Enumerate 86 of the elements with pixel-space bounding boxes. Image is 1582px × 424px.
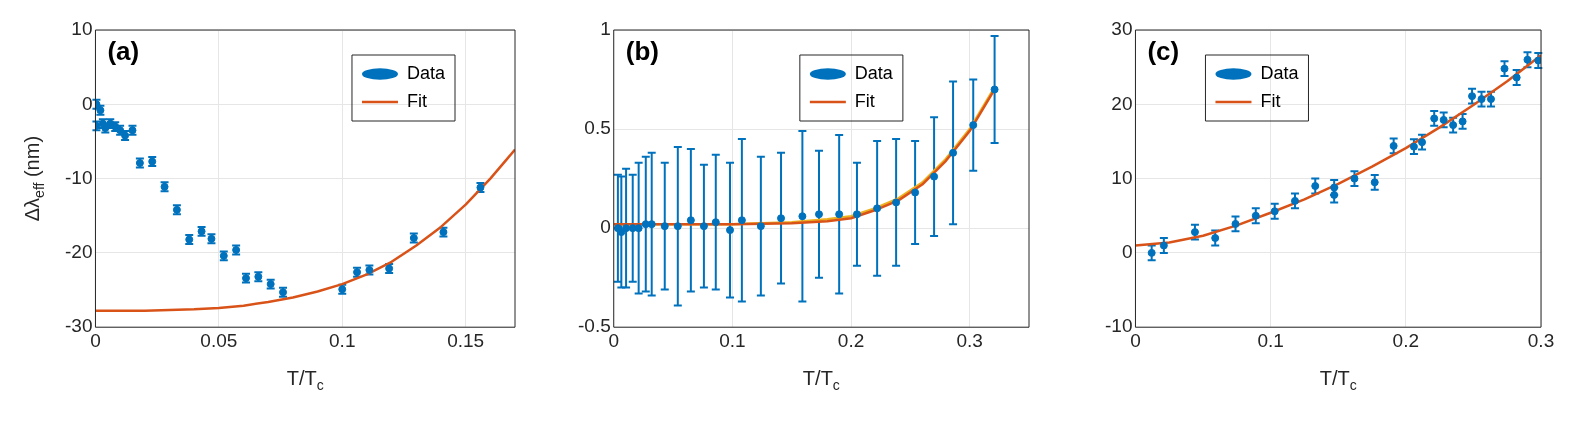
point [892, 198, 901, 207]
y-tick-label: 20 [1111, 92, 1133, 114]
annotation: (b) [625, 36, 659, 67]
point [1311, 182, 1320, 191]
y-tick-label: 1 [600, 18, 611, 40]
point [1534, 56, 1541, 65]
point [1251, 211, 1260, 220]
y-tick-label: -20 [64, 241, 93, 263]
y-tick-label: 10 [71, 18, 93, 40]
x-tick-label: 0.2 [837, 329, 865, 351]
point [1449, 121, 1458, 130]
legend-label: Data [406, 62, 446, 83]
point [1159, 241, 1168, 250]
point [911, 188, 920, 197]
point [835, 210, 844, 219]
point [673, 222, 682, 231]
point [1523, 55, 1532, 64]
point [1468, 92, 1477, 101]
point [969, 121, 978, 130]
legend-label: Data [1260, 62, 1300, 83]
point [1370, 178, 1379, 187]
point [726, 226, 735, 235]
legend-label: Fit [854, 90, 875, 111]
y-tick-label: 30 [1111, 18, 1133, 40]
point [852, 210, 861, 219]
point [634, 224, 643, 233]
x-tick-label: 0.3 [1527, 329, 1555, 351]
point [1500, 64, 1509, 73]
point [930, 172, 939, 181]
point [617, 228, 626, 237]
point [1430, 114, 1439, 123]
x-tick-label: 0.1 [1257, 329, 1284, 351]
point [1330, 190, 1339, 199]
point [737, 216, 746, 225]
point [1458, 117, 1467, 126]
point [699, 222, 708, 231]
x-tick-label: 0.15 [447, 329, 485, 351]
x-tick-label: 0.1 [329, 329, 356, 351]
y-tick-label: 0 [600, 216, 611, 238]
point [1190, 228, 1199, 237]
point [1389, 141, 1398, 150]
point [1350, 174, 1359, 183]
point [990, 85, 999, 94]
point [756, 222, 765, 231]
point [873, 204, 882, 213]
y-tick-label: 0 [1121, 241, 1133, 263]
point [1211, 234, 1220, 243]
y-axis-title: Δλeff (nm) [20, 135, 48, 222]
point [1409, 142, 1418, 151]
y-tick-label: -10 [1104, 315, 1133, 337]
point [815, 210, 823, 219]
point [1147, 248, 1156, 257]
point [1231, 219, 1240, 228]
point [647, 220, 656, 229]
point [641, 220, 650, 229]
point [1486, 95, 1495, 104]
legend-label: Data [854, 62, 894, 83]
point [622, 224, 631, 233]
legend-label: Fit [1260, 90, 1281, 111]
y-tick-label: -0.5 [577, 315, 611, 337]
x-tick-label: 0.2 [1392, 329, 1420, 351]
legend-label: Fit [406, 90, 427, 111]
point [777, 214, 786, 223]
y-tick-label: -10 [64, 166, 93, 188]
point [798, 212, 807, 221]
y-tick-label: -30 [64, 315, 93, 337]
point [1512, 73, 1521, 82]
annotation: (c) [1147, 36, 1180, 67]
point [1477, 95, 1486, 104]
x-tick-label: 0.1 [719, 329, 746, 351]
point [1270, 207, 1279, 216]
point [1439, 115, 1448, 124]
x-tick-label: 0.05 [200, 329, 238, 351]
point [660, 222, 669, 231]
point [686, 216, 695, 225]
point [1290, 196, 1299, 205]
x-tick-label: 0.3 [956, 329, 983, 351]
point [1330, 183, 1339, 192]
point [949, 148, 958, 157]
point [1418, 138, 1427, 147]
y-tick-label: 0 [81, 92, 93, 114]
y-tick-label: 0.5 [584, 117, 611, 139]
point [628, 224, 637, 233]
annotation: (a) [107, 36, 140, 67]
y-tick-label: 10 [1111, 166, 1133, 188]
point [711, 218, 720, 227]
